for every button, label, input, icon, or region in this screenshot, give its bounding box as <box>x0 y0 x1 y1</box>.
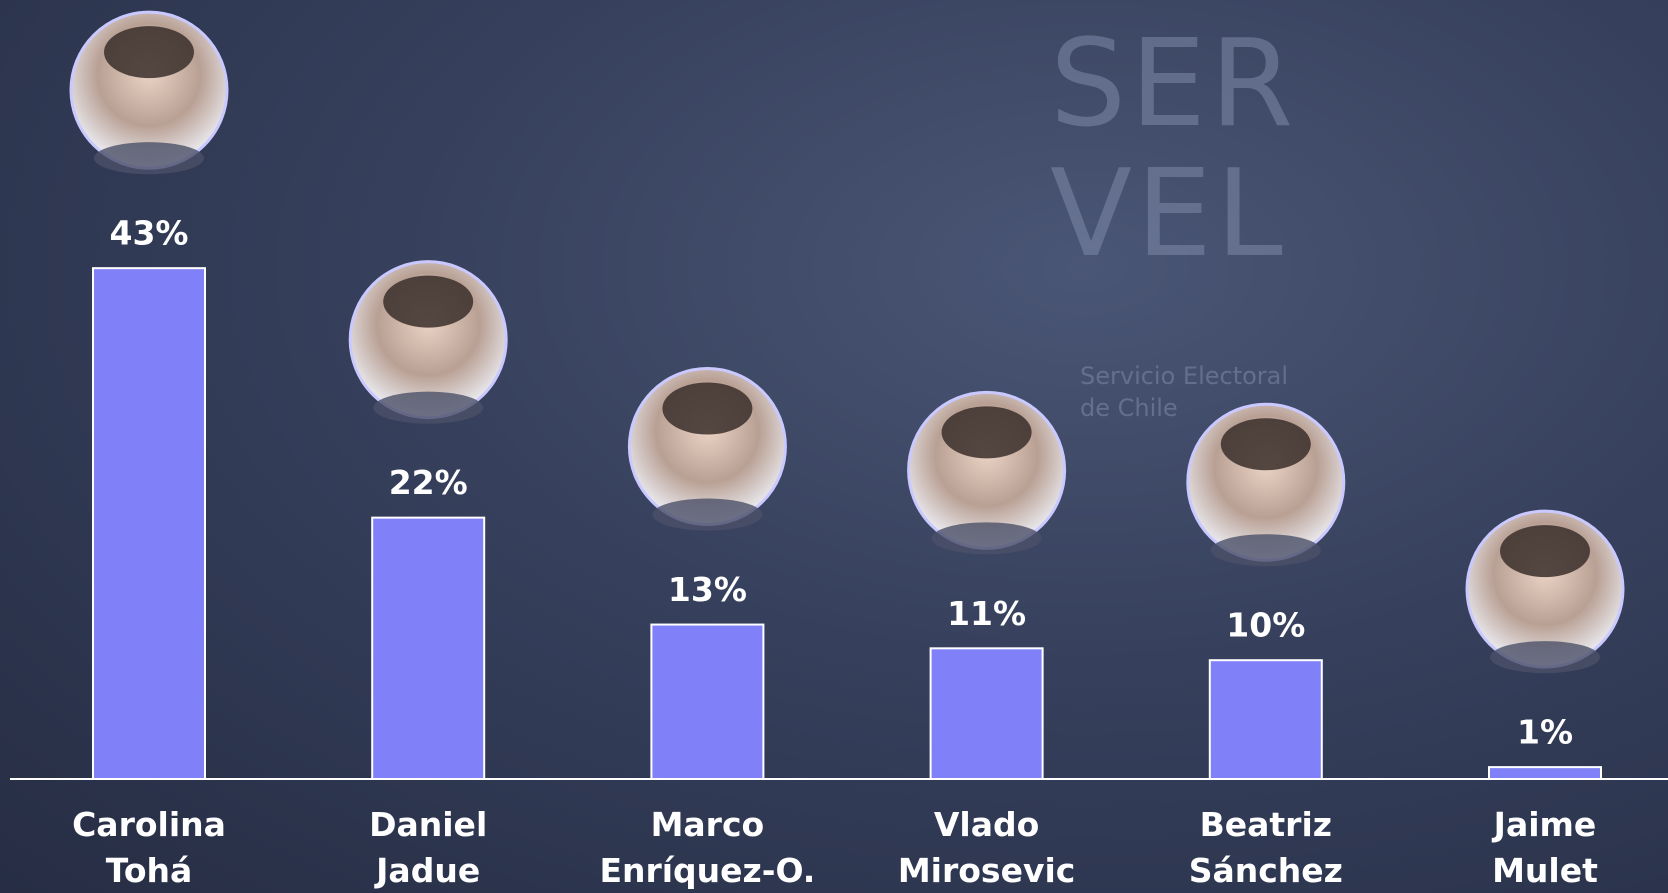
x-tick-label: Vlado Mirosevic <box>837 802 1137 893</box>
bar <box>1489 767 1601 779</box>
photo-shoulders <box>652 499 762 531</box>
bar <box>93 268 205 779</box>
photo-hair <box>104 26 194 78</box>
photo-shoulders <box>932 522 1042 554</box>
value-label: 10% <box>1226 606 1305 645</box>
bar <box>931 648 1043 779</box>
bar <box>372 518 484 779</box>
photo-shoulders <box>1490 641 1600 673</box>
value-label: 13% <box>668 570 747 609</box>
x-tick-label: Marco Enríquez-O. <box>557 802 857 893</box>
photo-hair <box>1221 418 1311 470</box>
value-label: 43% <box>110 214 189 253</box>
x-tick-label: Carolina Tohá <box>0 802 299 893</box>
photo-shoulders <box>1211 534 1321 566</box>
photo-shoulders <box>373 392 483 424</box>
photo-hair <box>1500 525 1590 577</box>
value-label: 22% <box>389 463 468 502</box>
x-tick-label: Beatriz Sánchez <box>1116 802 1416 893</box>
x-tick-label: Jaime Mulet <box>1395 802 1668 893</box>
photo-shoulders <box>94 142 204 174</box>
x-tick-label: Daniel Jadue <box>278 802 578 893</box>
photo-hair <box>383 276 473 328</box>
value-label: 11% <box>947 594 1026 633</box>
value-label: 1% <box>1517 713 1573 752</box>
chart: SER VEL Servicio Electoral de Chile 43%2… <box>0 0 1668 893</box>
photo-hair <box>662 383 752 435</box>
photo-hair <box>942 406 1032 458</box>
bar <box>651 625 763 779</box>
bar <box>1210 660 1322 779</box>
plot: 43% 22% 13% 11% 10% 1% <box>0 0 1668 893</box>
